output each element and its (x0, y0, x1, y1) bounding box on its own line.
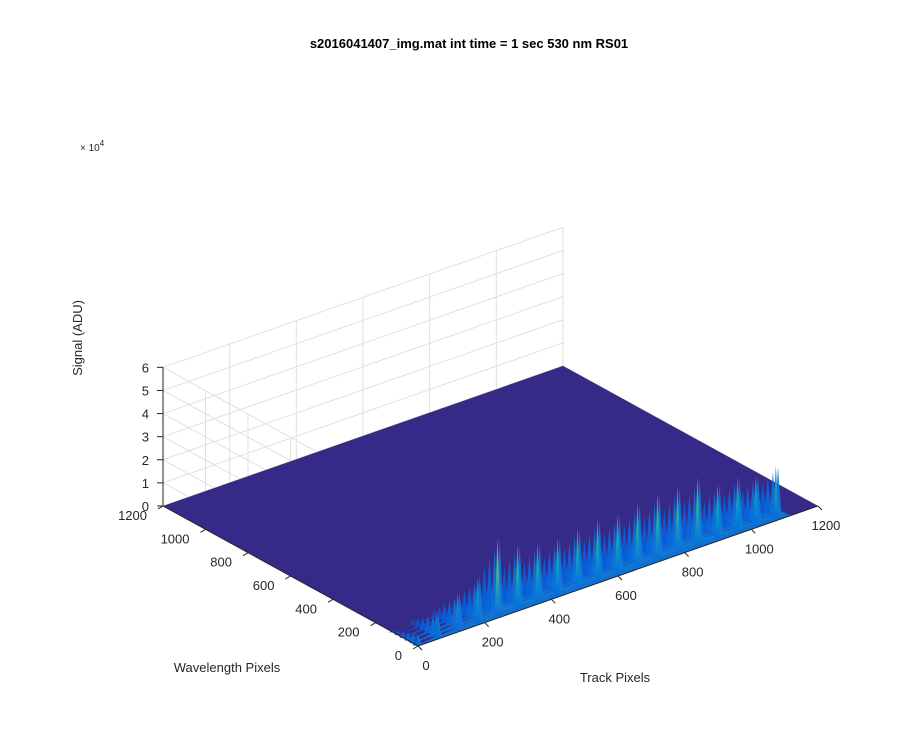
y-tick-label: 0 (395, 648, 402, 663)
surface-peak (614, 514, 621, 576)
surface-peak (752, 475, 759, 527)
x-tick-label: 600 (615, 588, 637, 603)
x-tick-label: 400 (548, 611, 570, 626)
x-tick-label: 800 (682, 565, 704, 580)
surface-peak (714, 483, 721, 541)
z-tick-label: 4 (142, 407, 149, 422)
surface-peak (432, 612, 439, 639)
surface-peak (554, 537, 561, 597)
z-tick-label: 0 (142, 499, 149, 514)
surface-peak (534, 542, 541, 604)
z-tick-label: 3 (142, 430, 149, 445)
surface-peak (654, 493, 661, 562)
surface-peak (634, 502, 641, 569)
y-axis-label: Wavelength Pixels (174, 660, 281, 675)
surface-plot (163, 365, 818, 646)
x-tick-label: 1000 (745, 541, 774, 556)
x-axis-label: Track Pixels (580, 670, 651, 685)
surface-peak (454, 593, 461, 632)
z-tick-label: 6 (142, 360, 149, 375)
y-tick-label: 800 (210, 555, 232, 570)
surface-peak (412, 633, 419, 646)
surface-peak (514, 544, 521, 611)
z-tick-label: 5 (142, 383, 149, 398)
x-tick-label: 1200 (811, 518, 840, 533)
surface-peak (772, 465, 779, 520)
y-tick-label: 1200 (118, 508, 147, 523)
z-tick-label: 2 (142, 453, 149, 468)
axes: 0200400600800100012000200400600800100012… (118, 360, 840, 673)
z-axis-label: Signal (ADU) (70, 300, 85, 376)
surface-peak (494, 537, 501, 618)
x-tick-label: 200 (482, 635, 504, 650)
surface-peak (674, 486, 681, 555)
surface-base (163, 365, 818, 646)
surface-peak (474, 577, 481, 625)
surface-peak (574, 528, 581, 590)
surface-peak (594, 518, 601, 583)
surface-peak (694, 476, 701, 548)
y-tick-label: 1000 (161, 531, 190, 546)
surface-peak (734, 476, 741, 534)
x-tick-label: 0 (422, 658, 429, 673)
y-tick-label: 600 (253, 578, 275, 593)
y-tick-label: 200 (338, 625, 360, 640)
y-tick-label: 400 (295, 601, 317, 616)
z-multiplier: × 104 (80, 139, 105, 154)
z-tick-label: 1 (142, 476, 149, 491)
chart-title: s2016041407_img.mat int time = 1 sec 530… (310, 36, 628, 51)
